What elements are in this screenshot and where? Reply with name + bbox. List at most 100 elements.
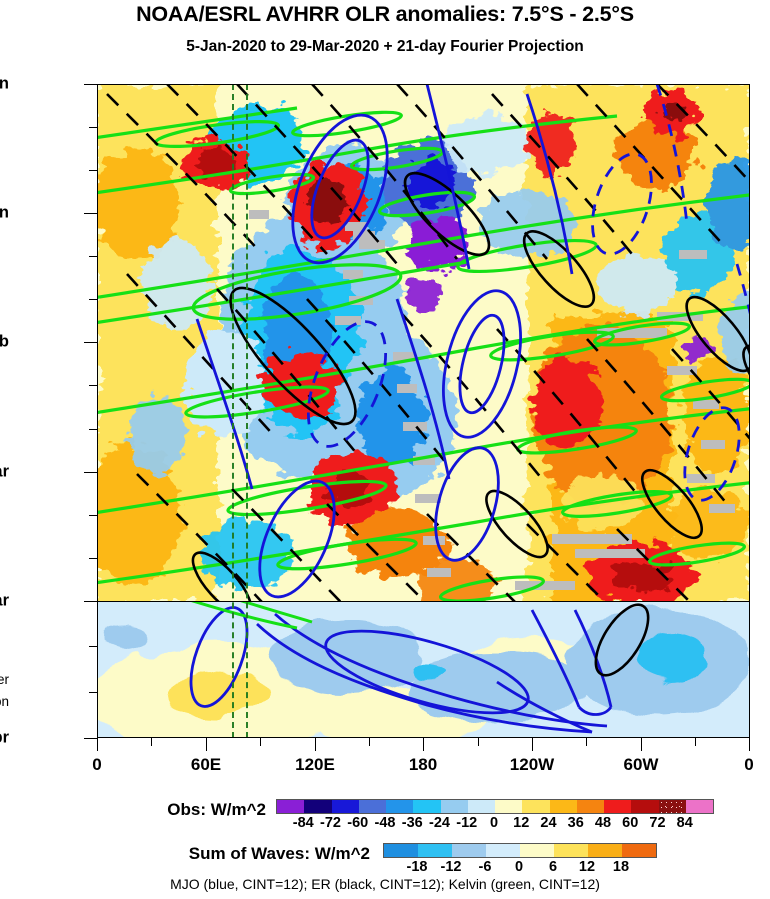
colorbar-tick-label: 12 [578, 859, 596, 875]
ytick-major-4 [84, 601, 97, 602]
projection-kelvin-contours [191, 602, 313, 630]
colorbar-swatch [277, 800, 305, 813]
obs-colorbar-caption: Obs: W/m^2 [167, 800, 266, 819]
colorbar-swatch [604, 800, 632, 813]
xtick-major-2 [315, 738, 316, 751]
mjo-wave-contours [195, 84, 750, 599]
colorbar-swatch [576, 800, 604, 813]
colorbar-tick-label: -72 [320, 815, 341, 831]
xtick-major-3 [423, 738, 424, 751]
colorbar-tick-label: 0 [514, 859, 524, 875]
colorbar-tick-label: 18 [612, 859, 630, 875]
ytick-major-0 [84, 84, 97, 85]
ytick-major-5 [84, 738, 97, 739]
colorbar-tick-label: 6 [548, 859, 558, 875]
colorbar-swatch [588, 844, 622, 857]
projection-raster [97, 602, 750, 738]
colorbar-swatch [331, 800, 359, 813]
colorbar-swatch [522, 800, 550, 813]
colorbar-swatch [358, 800, 386, 813]
colorbar-tick-label: 12 [513, 815, 530, 831]
colorbar-swatch [520, 844, 554, 857]
fourier-label-line1: Fourier [0, 672, 9, 687]
hovmoller-plot [97, 84, 750, 738]
xtick-label-180: 180 [408, 755, 438, 774]
ytick-minor-2 [89, 256, 97, 257]
xtick-label-60w: 60W [623, 755, 659, 774]
colorbar-swatch [685, 800, 713, 813]
wave-legend-footnote: MJO (blue, CINT=12); ER (black, CINT=12)… [170, 876, 600, 892]
mc-line-right [246, 84, 248, 738]
ytick-minor-6 [89, 515, 97, 516]
xtick-label-120w: 120W [509, 755, 555, 774]
colorbar-tick-label: -12 [440, 859, 462, 875]
ytick-label-29-mar: 29-Mar [0, 591, 9, 610]
xtick-major-6 [749, 738, 750, 751]
colorbar-swatch [413, 800, 441, 813]
colorbar-tick-label: -6 [478, 859, 492, 875]
ytick-minor-1 [89, 170, 97, 171]
colorbar-swatch [549, 800, 577, 813]
colorbar-tick-label: 84 [676, 815, 693, 831]
waves-colorbar: -18 -12 -6 0 6 12 18 [383, 843, 657, 875]
xtick-minor-4 [586, 738, 587, 746]
xtick-minor-3 [478, 738, 479, 746]
colorbar-tick-label: -18 [406, 859, 428, 875]
colorbar-swatch [304, 800, 332, 813]
ytick-label-26-jan: 26-Jan [0, 203, 9, 222]
colorbar-tick-label: -12 [456, 815, 478, 831]
colorbar-swatch [467, 800, 495, 813]
xtick-major-0 [97, 738, 98, 751]
ytick-major-1 [84, 213, 97, 214]
xtick-major-5 [641, 738, 642, 751]
colorbar-swatch [418, 844, 452, 857]
colorbar-swatch [622, 844, 656, 857]
xtick-minor-5 [695, 738, 696, 746]
page-title: NOAA/ESRL AVHRR OLR anomalies: 7.5°S - 2… [136, 2, 634, 26]
colorbar-swatch [495, 800, 523, 813]
ytick-minor-4 [89, 385, 97, 386]
waves-colorbar-caption: Sum of Waves: W/m^2 [188, 844, 370, 863]
ytick-label-19-apr: 19-Apr [0, 728, 9, 747]
projection-er-contours [594, 603, 650, 677]
colorbar-tick-label: 48 [594, 815, 612, 831]
colorbar-swatch [658, 800, 686, 813]
colorbar-swatch [631, 800, 659, 813]
xtick-label-0e: 0 [92, 755, 102, 774]
ytick-minor-3 [89, 299, 97, 300]
obs-colorbar: -84 -72 -60 -48 -36 -24 -12 0 12 24 36 48 60 72 84 [276, 799, 714, 831]
xtick-minor-1 [260, 738, 261, 746]
xtick-label-60e: 60E [190, 755, 222, 774]
xtick-label-0w: 0 [744, 755, 754, 774]
ytick-minor-8 [89, 646, 97, 647]
colorbar-tick-label: -60 [347, 815, 369, 831]
xtick-label-120e: 120E [295, 755, 335, 774]
colorbar-swatch [440, 800, 468, 813]
observed-olr-raster [97, 84, 750, 602]
fourier-label-line2: Projection [0, 694, 9, 709]
colorbar-tick-label: -24 [429, 815, 450, 831]
colorbar-tick-label: 0 [489, 815, 499, 831]
page-subtitle: 5-Jan-2020 to 29-Mar-2020 + 21-day Fouri… [186, 38, 584, 55]
er-wave-contours [106, 84, 750, 602]
ytick-minor-0 [89, 127, 97, 128]
colorbar-tick-label: -84 [292, 815, 314, 831]
colorbar-tick-label: -36 [401, 815, 423, 831]
colorbar-swatch [384, 844, 418, 857]
ytick-major-3 [84, 472, 97, 473]
ytick-label-16-feb: 16-Feb [0, 332, 9, 351]
ytick-label-8-mar: 8-Mar [0, 462, 9, 481]
projection-mjo-contours [189, 606, 613, 734]
mc-line-left [232, 84, 234, 738]
colorbar-tick-label: -48 [374, 815, 396, 831]
colorbar-tick-label: 72 [649, 815, 666, 831]
colorbar-swatch [554, 844, 588, 857]
ytick-minor-5 [89, 429, 97, 430]
colorbar-tick-label: 60 [622, 815, 639, 831]
colorbar-tick-label: 36 [567, 815, 584, 831]
fourier-projection-field [97, 602, 750, 738]
observed-field [97, 84, 750, 602]
xtick-minor-0 [151, 738, 152, 746]
ytick-label-5-jan: 5-Jan [0, 74, 9, 93]
ytick-minor-7 [89, 558, 97, 559]
